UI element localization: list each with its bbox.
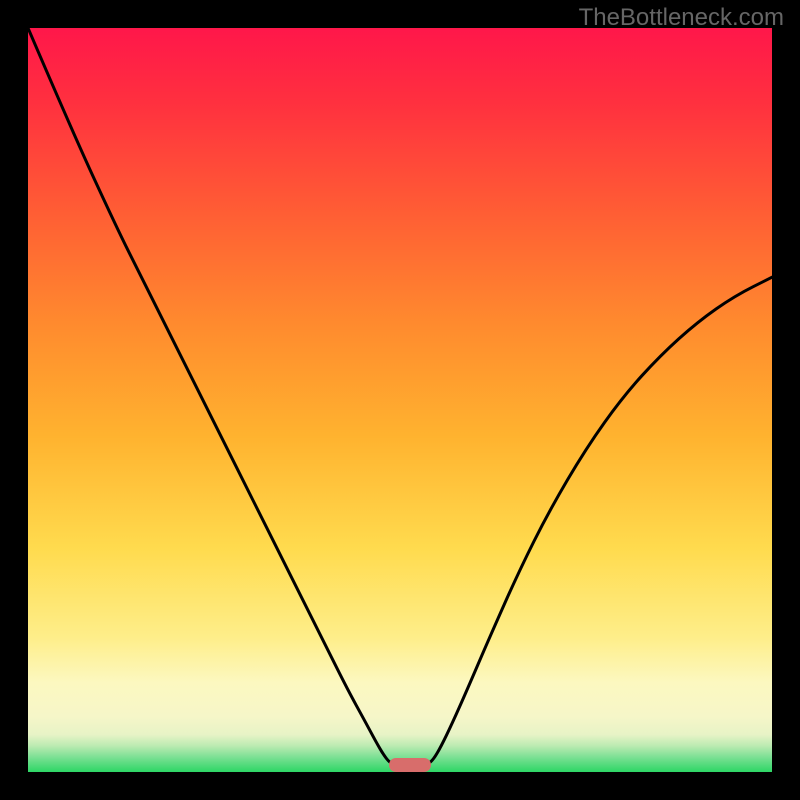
bottleneck-curve	[28, 28, 772, 772]
bottom-marker	[389, 758, 431, 772]
gradient-plot-area	[28, 28, 772, 772]
curve-path	[28, 28, 772, 765]
watermark-text: TheBottleneck.com	[579, 4, 784, 32]
chart-stage: TheBottleneck.com	[0, 0, 800, 800]
